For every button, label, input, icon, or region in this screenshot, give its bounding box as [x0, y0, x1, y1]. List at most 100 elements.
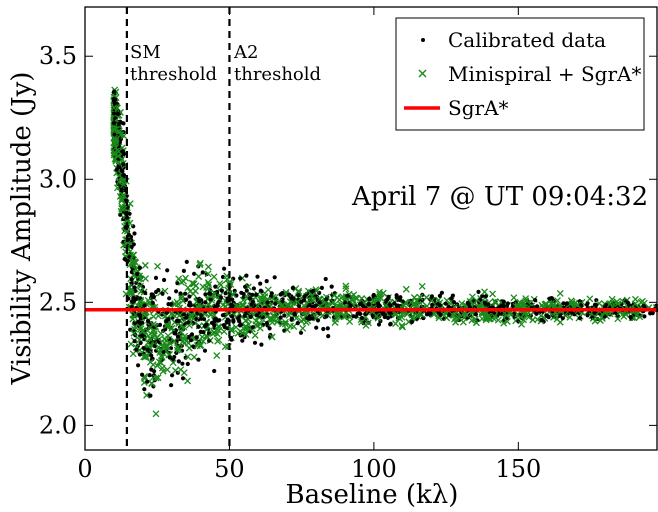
calibrated-point — [545, 313, 550, 319]
minispiral-point — [242, 322, 250, 330]
calibrated-point — [252, 340, 258, 345]
minispiral-point — [182, 274, 189, 282]
calibrated-point — [156, 338, 161, 343]
minispiral-point — [143, 391, 151, 399]
calibrated-point — [199, 316, 204, 321]
calibrated-point — [181, 312, 187, 317]
calibrated-point — [533, 298, 538, 303]
calibrated-point — [187, 303, 192, 308]
calibrated-point — [166, 302, 171, 307]
legend-marker-minispiral — [418, 69, 427, 78]
minispiral-point — [118, 197, 126, 205]
minispiral-point — [163, 343, 171, 351]
calibrated-point — [194, 335, 199, 340]
calibrated-point — [292, 312, 297, 317]
calibrated-point — [196, 324, 201, 329]
minispiral-point — [631, 295, 639, 303]
calibrated-point — [446, 304, 451, 309]
calibrated-point — [240, 338, 245, 343]
minispiral-point — [184, 377, 192, 385]
calibrated-point — [156, 288, 161, 293]
calibrated-point — [231, 319, 236, 324]
minispiral-point — [129, 350, 137, 358]
minispiral-point — [435, 296, 442, 304]
calibrated-point — [129, 244, 134, 249]
calibrated-point — [174, 289, 179, 294]
calibrated-point — [244, 273, 249, 278]
minispiral-point — [190, 353, 198, 361]
minispiral-point — [110, 104, 118, 112]
minispiral-point — [632, 312, 640, 320]
calibrated-point — [251, 299, 256, 304]
calibrated-point — [157, 322, 163, 327]
minispiral-point — [553, 297, 561, 305]
minispiral-point — [416, 293, 424, 301]
minispiral-point — [348, 292, 356, 300]
calibrated-point — [189, 338, 194, 343]
minispiral-point — [152, 374, 160, 382]
calibrated-point — [121, 162, 126, 167]
minispiral-point — [428, 297, 435, 305]
calibrated-point — [136, 363, 141, 368]
calibrated-point — [183, 291, 188, 296]
minispiral-point — [154, 312, 162, 320]
calibrated-point — [311, 288, 316, 293]
calibrated-point — [176, 359, 181, 364]
calibrated-point — [254, 313, 259, 318]
minispiral-point — [398, 322, 406, 330]
minispiral-point — [190, 280, 198, 288]
calibrated-point — [539, 317, 544, 323]
calibrated-point — [331, 315, 337, 320]
calibrated-point — [265, 321, 270, 326]
legend-label-calibrated: Calibrated data — [448, 28, 606, 52]
observation-timestamp: April 7 @ UT 09:04:32 — [351, 182, 648, 212]
calibrated-point — [501, 303, 506, 308]
minispiral-point — [117, 131, 125, 139]
y-axis-title: Visibility Amplitude (Jy) — [7, 72, 37, 386]
calibrated-point — [419, 304, 424, 309]
minispiral-point — [153, 334, 161, 342]
minispiral-point — [115, 148, 123, 156]
minispiral-point — [131, 323, 139, 331]
calibrated-point — [376, 301, 381, 306]
minispiral-point — [197, 341, 205, 349]
minispiral-point — [541, 301, 549, 308]
calibrated-point — [141, 346, 146, 351]
calibrated-point — [282, 313, 287, 318]
minispiral-point — [161, 335, 169, 343]
calibrated-point — [127, 254, 132, 259]
minispiral-point — [299, 324, 307, 332]
calibrated-point — [396, 303, 401, 308]
calibrated-point — [145, 379, 150, 384]
calibrated-point — [250, 325, 255, 330]
calibrated-point — [120, 168, 125, 174]
minispiral-point — [141, 261, 149, 269]
calibrated-point — [501, 299, 506, 304]
minispiral-point — [308, 292, 316, 300]
calibrated-point — [167, 355, 172, 360]
a2-threshold-label-line1: A2 — [233, 42, 258, 63]
calibrated-point — [296, 293, 301, 298]
calibrated-point — [577, 316, 583, 321]
minispiral-point — [529, 316, 537, 324]
calibrated-point — [325, 326, 330, 331]
minispiral-point — [239, 329, 247, 337]
legend-marker-calibrated — [421, 38, 425, 42]
minispiral-point — [547, 299, 555, 307]
minispiral-point — [132, 265, 140, 273]
y-tick-label: 3.5 — [39, 42, 77, 70]
calibrated-point — [111, 106, 116, 111]
minispiral-point — [115, 178, 123, 186]
calibrated-point — [186, 320, 191, 325]
calibrated-point — [180, 361, 185, 366]
calibrated-point — [172, 354, 177, 360]
minispiral-point — [221, 343, 229, 351]
calibrated-point — [367, 296, 372, 301]
calibrated-point — [430, 302, 435, 307]
minispiral-point — [304, 287, 312, 295]
x-tick-label: 50 — [214, 455, 245, 483]
minispiral-point — [500, 319, 508, 327]
calibrated-point — [301, 298, 307, 303]
calibrated-point — [592, 310, 597, 315]
calibrated-point — [127, 211, 132, 216]
